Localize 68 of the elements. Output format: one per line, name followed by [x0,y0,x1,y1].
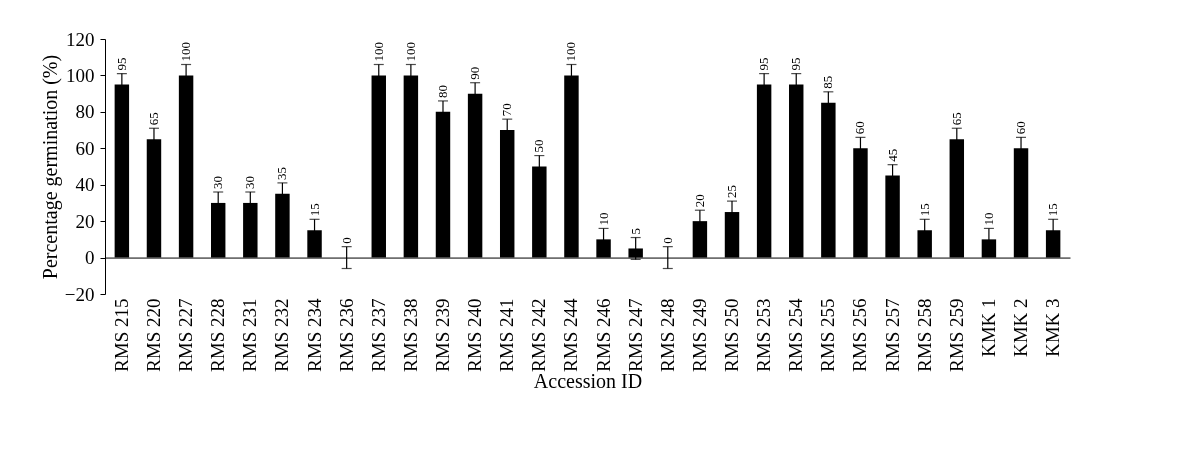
data-label: 10 [595,212,611,226]
data-label: 10 [980,212,996,226]
x-tick-label: KMK 3 [1042,298,1064,358]
x-tick-label: RMS 237 [367,298,389,372]
data-label: 30 [210,176,226,189]
data-label: 0 [659,237,675,244]
data-label: 100 [563,42,579,62]
data-label: 30 [242,176,258,189]
y-tick-label: 100 [66,64,95,86]
x-tick-label: RMS 257 [881,298,903,372]
data-label: 85 [820,75,836,89]
data-label: 20 [691,194,707,208]
data-label: 15 [306,203,322,217]
data-label: 100 [178,42,194,62]
y-axis-title: Percentage germination (%) [38,54,62,280]
data-label: 65 [145,112,161,126]
x-tick-label: RMS 258 [913,298,935,372]
x-tick-label: KMK 2 [1010,298,1032,358]
x-tick-label: RMS 259 [945,298,967,372]
x-tick-label: RMS 248 [656,298,678,372]
x-tick-label: RMS 236 [335,298,357,372]
data-label: 5 [627,228,643,235]
x-tick-label: RMS 228 [207,298,229,372]
y-tick-label: 40 [75,174,95,196]
data-label: 95 [113,57,129,71]
x-tick-label: RMS 227 [175,298,197,372]
data-label: 60 [852,121,868,135]
x-tick-label: RMS 250 [721,298,743,372]
data-label: 35 [274,166,290,180]
data-label: 100 [370,42,386,62]
x-tick-label: RMS 242 [528,298,550,372]
y-tick-label: 60 [75,137,95,159]
y-tick-label: −20 [64,283,95,305]
x-tick-label: RMS 231 [239,298,261,372]
y-tick-label: 80 [75,101,95,123]
y-tick-label: 0 [85,247,95,269]
data-label: 25 [724,185,740,199]
x-tick-label: RMS 255 [817,298,839,372]
data-label: 80 [434,84,450,98]
data-label: 95 [756,57,772,71]
data-label: 15 [916,203,932,217]
data-label: 50 [531,139,547,153]
data-label: 90 [467,66,483,80]
data-label: 45 [884,148,900,162]
x-tick-label: RMS 234 [303,298,325,372]
x-tick-label: RMS 232 [271,298,293,372]
data-label: 65 [948,112,964,126]
x-tick-label: RMS 256 [849,298,871,372]
data-label: 95 [788,57,804,71]
data-label: 70 [499,103,515,117]
data-label: 60 [1013,121,1029,135]
x-tick-label: RMS 215 [110,298,132,372]
x-tick-label: RMS 247 [624,298,646,372]
x-tick-label: RMS 253 [753,298,775,372]
x-tick-label: RMS 240 [464,298,486,372]
x-tick-label: RMS 220 [142,298,164,372]
data-label: 0 [338,237,354,244]
data-label: 15 [1045,203,1061,217]
x-tick-label: RMS 238 [399,298,421,372]
x-tick-label: RMS 254 [785,298,807,372]
x-tick-label: RMS 249 [688,298,710,372]
x-tick-label: RMS 246 [592,298,614,372]
x-tick-label: RMS 241 [496,298,518,372]
y-tick-label: 120 [66,28,95,50]
y-tick-label: 20 [75,210,95,232]
data-label: 100 [402,42,418,62]
x-tick-label: KMK 1 [977,298,999,358]
x-tick-label: RMS 239 [431,298,453,372]
